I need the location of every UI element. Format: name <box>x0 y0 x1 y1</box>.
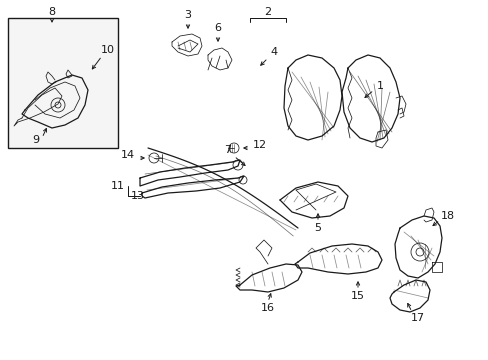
Bar <box>8 18 118 148</box>
Text: 11: 11 <box>111 181 125 191</box>
Text: 7: 7 <box>224 145 231 155</box>
Text: 17: 17 <box>410 313 424 323</box>
Text: 10: 10 <box>101 45 115 55</box>
Text: 13: 13 <box>131 191 145 201</box>
Text: 6: 6 <box>214 23 221 33</box>
Text: 9: 9 <box>32 135 40 145</box>
Text: 16: 16 <box>261 303 274 313</box>
Text: 3: 3 <box>184 10 191 20</box>
Text: 18: 18 <box>440 211 454 221</box>
Text: 14: 14 <box>121 150 135 160</box>
Text: 1: 1 <box>376 81 383 91</box>
Text: 8: 8 <box>48 7 56 17</box>
Text: 5: 5 <box>314 223 321 233</box>
Text: 4: 4 <box>270 47 277 57</box>
Text: 12: 12 <box>252 140 266 150</box>
Text: 2: 2 <box>264 7 271 17</box>
Text: 15: 15 <box>350 291 364 301</box>
